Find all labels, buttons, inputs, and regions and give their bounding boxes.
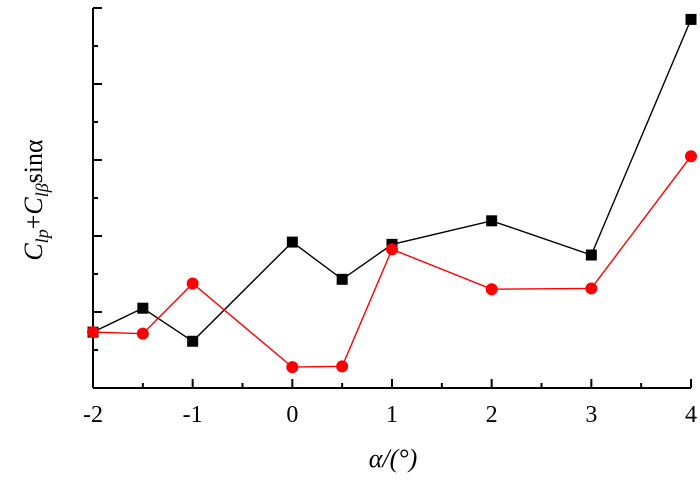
x-tick-label: -1 <box>183 402 203 428</box>
data-point <box>286 361 299 374</box>
data-point <box>336 360 349 373</box>
x-tick-label: 1 <box>386 402 398 428</box>
data-point <box>386 243 398 256</box>
x-tick-label: 3 <box>585 402 597 428</box>
data-point <box>685 13 697 25</box>
data-point <box>585 249 597 261</box>
data-point <box>486 215 498 227</box>
y-axis-title-sub1: lp <box>32 229 52 243</box>
y-axis-title-c1: C <box>19 243 48 261</box>
series-layer <box>87 13 697 374</box>
y-axis-title-c2: C <box>19 197 48 215</box>
x-tick-label: 2 <box>486 402 498 428</box>
data-point <box>187 335 199 347</box>
data-point <box>336 273 348 285</box>
tick-labels: -2 -1 0 1 2 3 4 <box>83 402 697 428</box>
data-point <box>137 302 149 314</box>
x-tick-label: 4 <box>685 402 697 428</box>
x-axis-title: α/(°) <box>369 444 418 473</box>
x-tick-label: 0 <box>286 402 298 428</box>
data-point <box>485 283 498 296</box>
data-point <box>585 282 598 295</box>
data-point <box>87 326 99 339</box>
data-point <box>136 327 149 340</box>
data-point <box>685 150 697 163</box>
data-point <box>186 277 199 290</box>
series-1 <box>87 150 697 374</box>
axes <box>92 7 692 389</box>
y-axis-title-plus: + <box>19 215 48 230</box>
data-point <box>286 236 298 248</box>
y-axis-title-tail: sinα <box>19 139 48 183</box>
x-tick-label: -2 <box>83 402 103 428</box>
y-axis-title: Clp+Clβ̇sinα <box>19 139 52 261</box>
